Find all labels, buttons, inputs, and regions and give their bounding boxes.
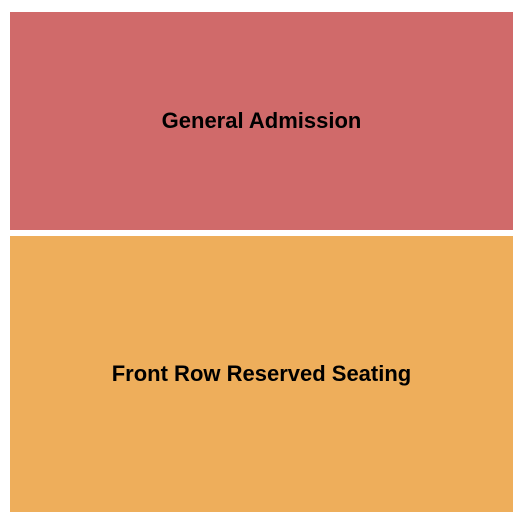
section-label: Front Row Reserved Seating [92,360,432,389]
section-label: General Admission [142,107,382,136]
section-general-admission[interactable]: General Admission [10,12,513,230]
section-front-row-reserved[interactable]: Front Row Reserved Seating [10,236,513,512]
seating-chart: General Admission Front Row Reserved Sea… [10,12,513,512]
